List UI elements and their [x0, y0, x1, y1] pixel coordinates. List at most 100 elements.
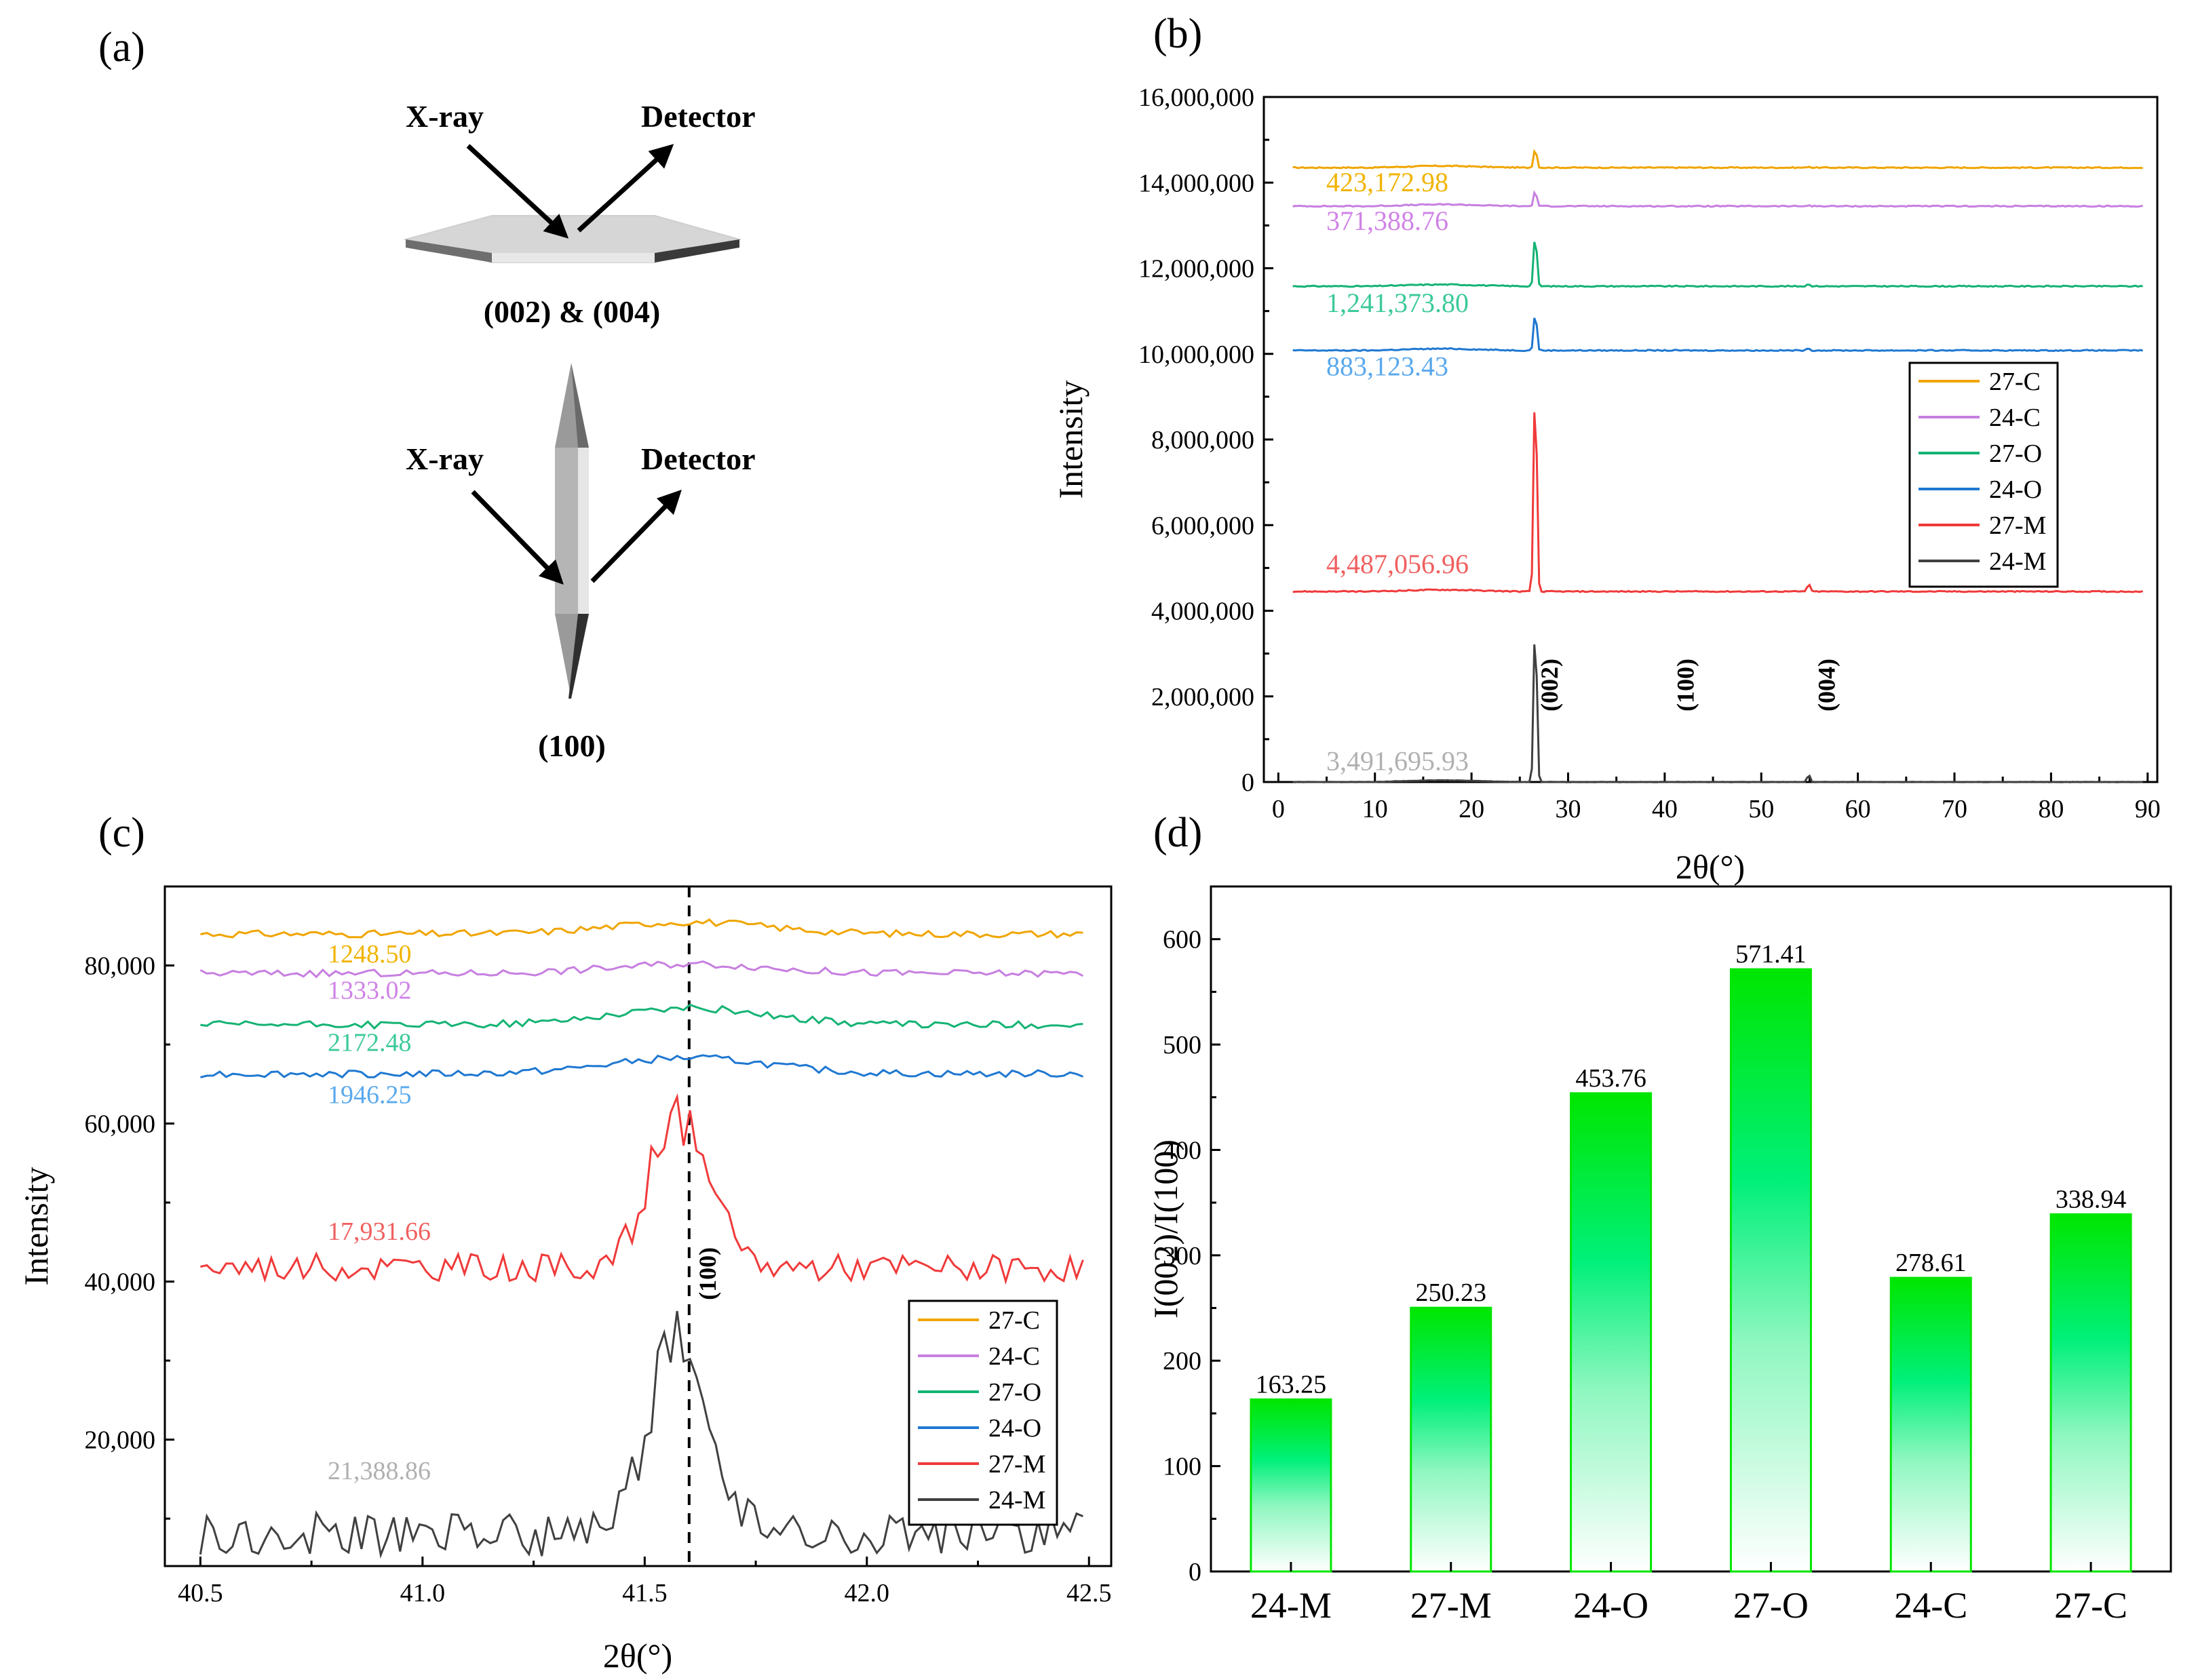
panel-c-value-label-27-C: 1248.50 — [328, 940, 412, 969]
panel-d-bar-value-label: 338.94 — [2056, 1185, 2127, 1213]
panel-d-bar-value-label: 571.41 — [1735, 940, 1807, 969]
diffracted-arrow-bottom — [590, 489, 682, 583]
panel-b-value-label-24-O: 883,123.43 — [1326, 351, 1448, 381]
panel-d-category-label: 27-O — [1733, 1585, 1809, 1626]
panel-b-value-label-27-O: 1,241,373.80 — [1326, 288, 1469, 318]
xray-label-top: X-ray — [406, 99, 484, 134]
panel-c-xtick-label: 42.5 — [1066, 1579, 1112, 1607]
panel-c-xtick-label: 42.0 — [845, 1579, 890, 1607]
panel-b-ytick-label: 16,000,000 — [1138, 83, 1254, 112]
panel-c-value-label-24-M: 21,388.86 — [328, 1457, 431, 1485]
panel-b-xtick-label: 40 — [1652, 795, 1678, 823]
panel-c-value-label-24-O: 1946.25 — [328, 1080, 412, 1109]
panel-b-xtick-label: 70 — [1942, 795, 1967, 823]
panel-c-label: (c) — [98, 810, 145, 856]
panel-d-ytick-label: 200 — [1163, 1347, 1201, 1375]
panel-b-value-label-27-M: 4,487,056.96 — [1326, 549, 1469, 579]
panel-b-ytick-label: 2,000,000 — [1151, 683, 1254, 711]
panel-c-ytick-label: 40,000 — [85, 1268, 156, 1297]
panel-b-xtick-label: 50 — [1748, 795, 1774, 823]
panel-b-ytick-label: 8,000,000 — [1151, 426, 1254, 454]
panel-c-legend-label: 24-O — [988, 1414, 1041, 1443]
panel-b-label: (b) — [1153, 11, 1202, 57]
panel-b-legend-label: 27-O — [1989, 439, 2042, 468]
panel-c-legend-label: 27-M — [988, 1450, 1045, 1479]
panel-d-category-label: 27-M — [1410, 1585, 1492, 1626]
panel-b-ytick-label: 10,000,000 — [1138, 340, 1254, 369]
panel-b-annotation-002: (002) — [1536, 659, 1563, 711]
panel-b-series-24-C — [1292, 190, 2143, 208]
panel-b-series-27-C — [1292, 149, 2143, 170]
panel-b-legend-label: 24-C — [1989, 404, 2041, 432]
panel-c-value-label-24-C: 1333.02 — [328, 976, 412, 1004]
panel-d-ytick-label: 100 — [1163, 1453, 1201, 1481]
panel-d-chart: (d) 0 100 200 300 400 500 600 163.25 24-M 250.23… — [1146, 810, 2172, 1626]
panel-d-bar-24-O — [1570, 1092, 1653, 1573]
panel-b-series-24-O — [1292, 317, 2144, 353]
panel-d-ylabel: I(002)/I(100) — [1146, 1139, 1184, 1318]
incident-xray-arrow-bottom — [471, 490, 564, 585]
panel-b-ytick-label: 12,000,000 — [1138, 255, 1254, 284]
panel-d-bar-24-M — [1250, 1398, 1332, 1573]
panel-b-series-27-O — [1292, 241, 2143, 288]
panel-b-legend-label: 27-C — [1989, 368, 2041, 396]
panel-c-value-label-27-O: 2172.48 — [328, 1028, 412, 1057]
panel-d-bar-27-M — [1410, 1306, 1492, 1573]
panel-c-series-27-M — [200, 1093, 1084, 1285]
panel-c-series-27-C — [200, 918, 1083, 939]
panel-d-ytick-label: 500 — [1163, 1031, 1201, 1059]
panel-d-category-label: 24-C — [1894, 1585, 1967, 1626]
panel-b-legend: 27-C 24-C 27-O 24-O 27-M 24-M — [1908, 362, 2059, 588]
panel-d-category-label: 27-C — [2054, 1585, 2127, 1626]
panel-d-bar-value-label: 250.23 — [1416, 1278, 1487, 1307]
panel-c-ytick-label: 80,000 — [85, 952, 156, 981]
panel-b-xtick-label: 0 — [1272, 795, 1285, 823]
panel-b-value-label-24-C: 371,388.76 — [1326, 206, 1448, 236]
panel-c-legend-label: 27-C — [988, 1306, 1040, 1335]
panel-c-ytick-label: 20,000 — [85, 1426, 156, 1455]
panel-b-annotation-004: (004) — [1813, 659, 1840, 711]
horizontal-plate — [403, 215, 742, 263]
incident-xray-arrow-top — [466, 144, 569, 239]
panel-b-series-24-M — [1292, 644, 2143, 783]
panel-b-annotation-100: (100) — [1672, 659, 1699, 711]
panel-c-series-24-C — [199, 960, 1084, 979]
panel-c-ytick-label: 60,000 — [85, 1110, 156, 1139]
panel-c-legend-label: 27-O — [988, 1378, 1041, 1407]
panel-b-series-27-M — [1292, 412, 2144, 593]
panel-c-value-label-27-M: 17,931.66 — [328, 1217, 431, 1246]
panel-c-annotation-100: (100) — [694, 1247, 721, 1300]
panel-b-chart: (b) 0 10 20 30 40 50 60 70 80 90 0 2,000,000 4,000,0… — [1052, 11, 2161, 886]
panel-b-legend-label: 27-M — [1989, 511, 2046, 540]
panel-b-ytick-label: 0 — [1241, 768, 1254, 797]
panel-b-legend-label: 24-O — [1989, 475, 2042, 504]
panel-d-category-label: 24-O — [1573, 1585, 1648, 1626]
panel-b-xtick-label: 30 — [1555, 795, 1581, 823]
panel-d-ytick-label: 300 — [1163, 1242, 1201, 1270]
caption-002-004: (002) & (004) — [484, 294, 661, 329]
detector-label-top: Detector — [641, 99, 756, 134]
panel-c-legend: 27-C 24-C 27-O 24-O 27-M 24-M — [908, 1300, 1058, 1526]
panel-b-ytick-label: 14,000,000 — [1138, 169, 1254, 197]
panel-d-bar-24-C — [1889, 1276, 1972, 1573]
panel-c-ylabel: Intensity — [17, 1167, 55, 1286]
panel-c-plot-frame — [163, 885, 1113, 1567]
panel-d-ytick-label: 0 — [1189, 1558, 1201, 1586]
panel-a: (a) X-ray Detector (002) & (004) X-ray D… — [98, 24, 756, 763]
panel-b-xtick-label: 20 — [1459, 795, 1484, 823]
panel-c-chart: (c) 40.5 41.0 41.5 42.0 42.5 20,000 40,000 60,0… — [17, 810, 1113, 1675]
panel-b-xtick-label: 90 — [2135, 795, 2161, 823]
xray-label-bottom: X-ray — [406, 442, 484, 476]
panel-d-bar-value-label: 278.61 — [1895, 1249, 1967, 1277]
diffracted-arrow-top — [577, 144, 674, 233]
panel-b-value-label-27-C: 423,172.98 — [1326, 167, 1448, 197]
panel-b-ytick-label: 6,000,000 — [1151, 511, 1254, 540]
panel-b-ytick-label: 4,000,000 — [1151, 598, 1254, 626]
panel-c-series-24-M — [199, 1310, 1083, 1559]
caption-100: (100) — [538, 728, 606, 763]
panel-d-bar-27-O — [1729, 968, 1812, 1573]
panel-d-bar-value-label: 163.25 — [1256, 1370, 1327, 1399]
panel-d-ytick-label: 600 — [1163, 926, 1201, 954]
panel-b-legend-label: 24-M — [1989, 547, 2046, 576]
